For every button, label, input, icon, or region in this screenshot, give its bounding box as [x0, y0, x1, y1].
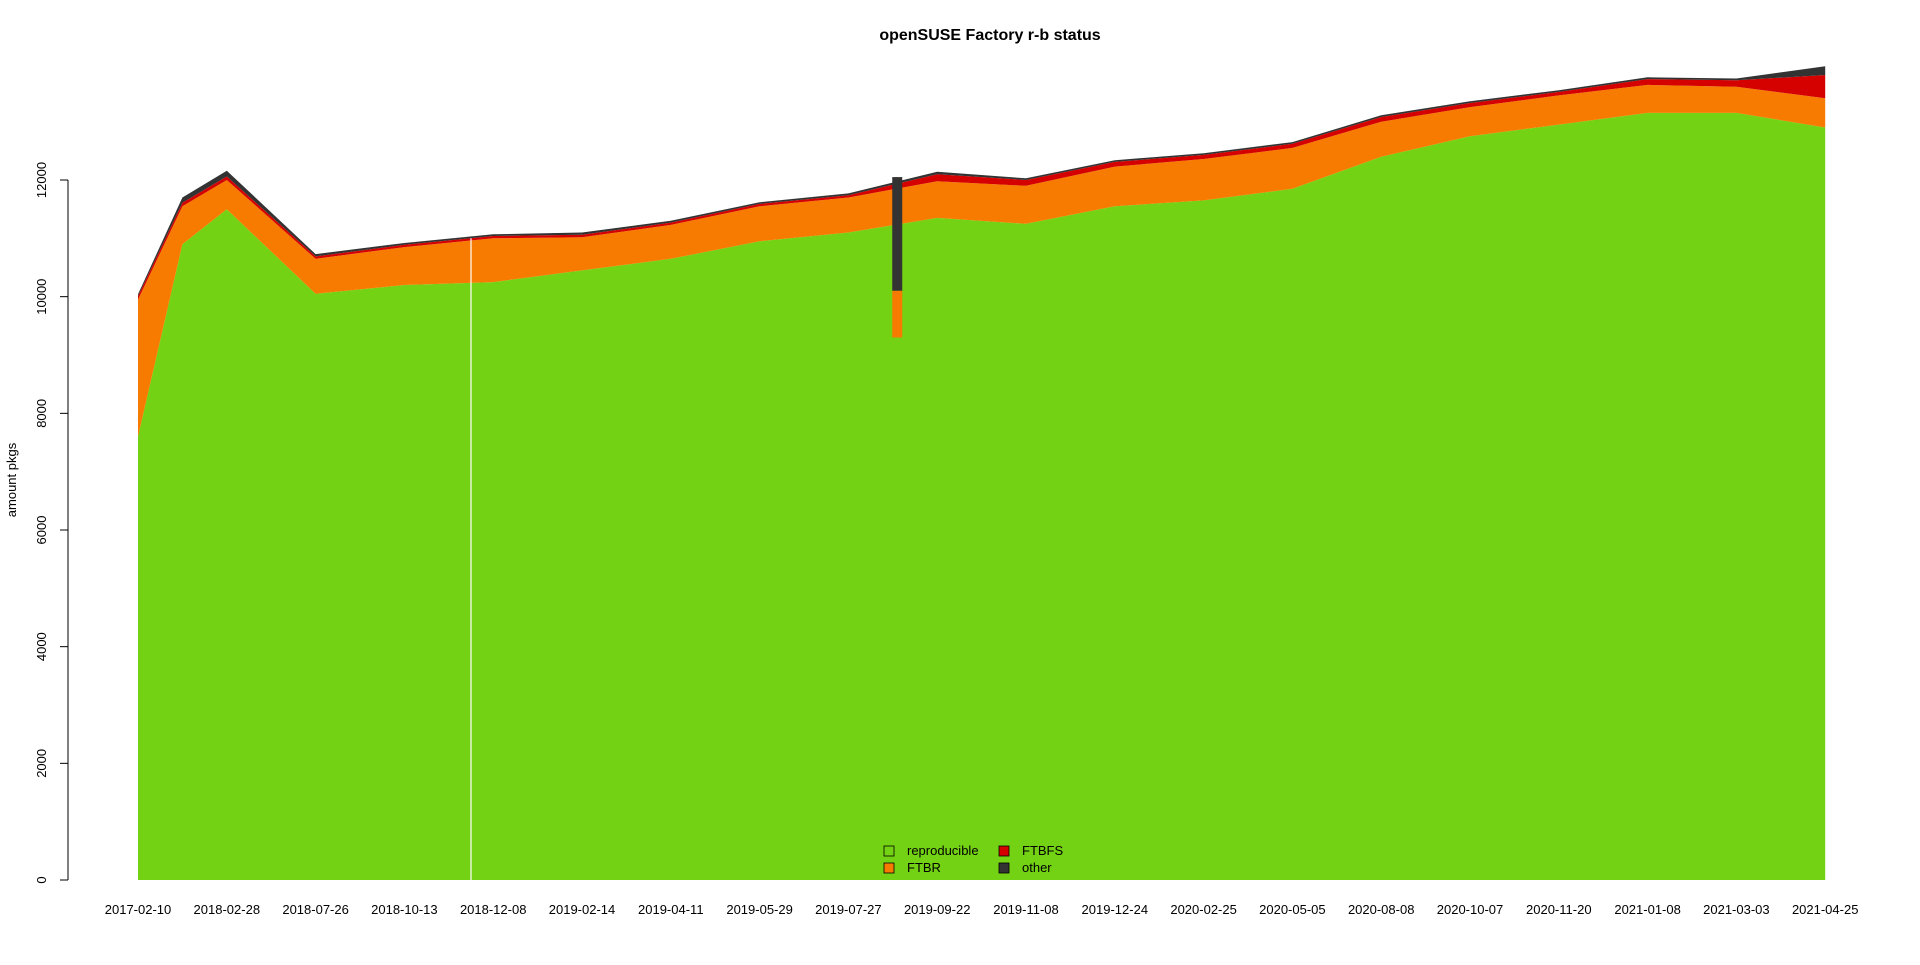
legend-label: FTBFS — [1022, 843, 1063, 858]
x-tick-label: 2018-02-28 — [194, 902, 261, 917]
legend: reproducible FTBR FTBFS other — [883, 843, 1063, 875]
y-tick-label: 4000 — [34, 632, 49, 661]
ftbr-spike-mark — [892, 290, 903, 338]
y-axis: 0 2000 4000 6000 8000 10000 12000 — [34, 162, 69, 884]
x-tick-label: 2018-10-13 — [371, 902, 438, 917]
legend-label: reproducible — [907, 843, 979, 858]
x-tick-label: 2019-07-27 — [815, 902, 882, 917]
series-area-reproducible — [138, 112, 1826, 880]
legend-swatch — [883, 845, 895, 857]
y-tick-label: 2000 — [34, 749, 49, 778]
x-tick-label: 2020-08-08 — [1348, 902, 1415, 917]
annotations — [470, 177, 903, 880]
x-tick-label: 2020-10-07 — [1437, 902, 1504, 917]
x-tick-label: 2018-07-26 — [282, 902, 349, 917]
x-tick-label: 2021-04-25 — [1792, 902, 1859, 917]
y-tick-label: 6000 — [34, 516, 49, 545]
x-tick-label: 2018-12-08 — [460, 902, 527, 917]
y-axis-label: amount pkgs — [4, 442, 19, 517]
chart-title: openSUSE Factory r-b status — [879, 27, 1100, 44]
other-spike-mark — [892, 177, 903, 291]
x-tick-label: 2021-03-03 — [1703, 902, 1770, 917]
x-tick-label: 2019-09-22 — [904, 902, 971, 917]
legend-swatch — [883, 862, 895, 874]
x-tick-label: 2019-05-29 — [726, 902, 793, 917]
x-tick-label: 2017-02-10 — [105, 902, 172, 917]
y-tick-label: 12000 — [34, 162, 49, 198]
legend-label: FTBR — [907, 860, 941, 875]
x-tick-label: 2019-11-08 — [993, 902, 1059, 917]
x-tick-label: 2019-12-24 — [1082, 902, 1149, 917]
x-axis: 2017-02-10 2018-02-28 2018-07-26 2018-10-13… — [105, 902, 1859, 917]
y-tick-label: 0 — [34, 876, 49, 883]
x-tick-label: 2019-04-11 — [638, 902, 704, 917]
series-area-ftbr — [138, 84, 1826, 437]
legend-swatch — [998, 845, 1010, 857]
x-tick-label: 2020-02-25 — [1170, 902, 1237, 917]
x-tick-label: 2019-02-14 — [549, 902, 616, 917]
y-tick-label: 8000 — [34, 399, 49, 428]
x-tick-label: 2020-11-20 — [1526, 902, 1592, 917]
x-tick-label: 2021-01-08 — [1614, 902, 1681, 917]
y-tick-label: 10000 — [34, 279, 49, 315]
x-tick-label: 2020-05-05 — [1259, 902, 1326, 917]
legend-swatch — [998, 862, 1010, 874]
series-areas — [138, 66, 1826, 880]
legend-label: other — [1022, 860, 1052, 875]
